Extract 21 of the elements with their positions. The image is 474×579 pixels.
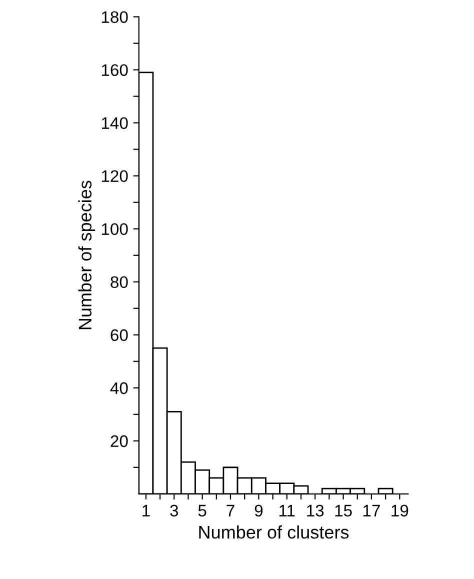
x-tick-label: 19	[392, 504, 408, 517]
y-tick-label: 160	[102, 64, 128, 76]
x-tick-label: 17	[363, 504, 380, 516]
x-tick-label: 3	[170, 504, 178, 517]
x-tick-label: 5	[198, 504, 206, 517]
y-tick-label: 40	[110, 382, 128, 394]
x-tick-label: 7	[226, 504, 234, 516]
x-axis-title: Number of clusters	[199, 525, 349, 539]
y-axis-title: Number of species	[78, 180, 96, 330]
y-tick-label: 100	[102, 223, 128, 236]
x-tick-label: 11	[280, 504, 295, 516]
y-tick-label: 180	[102, 11, 128, 23]
y-tick-label: 120	[102, 170, 128, 182]
x-tick-label: 9	[254, 504, 263, 517]
x-tick-label: 15	[335, 504, 352, 517]
y-tick-label: 20	[110, 435, 128, 448]
y-tick-label: 80	[110, 276, 128, 288]
y-tick-label: 60	[110, 329, 128, 342]
y-tick-label: 140	[102, 117, 128, 130]
x-tick-label: 1	[142, 504, 150, 516]
x-tick-label: 13	[307, 504, 324, 517]
